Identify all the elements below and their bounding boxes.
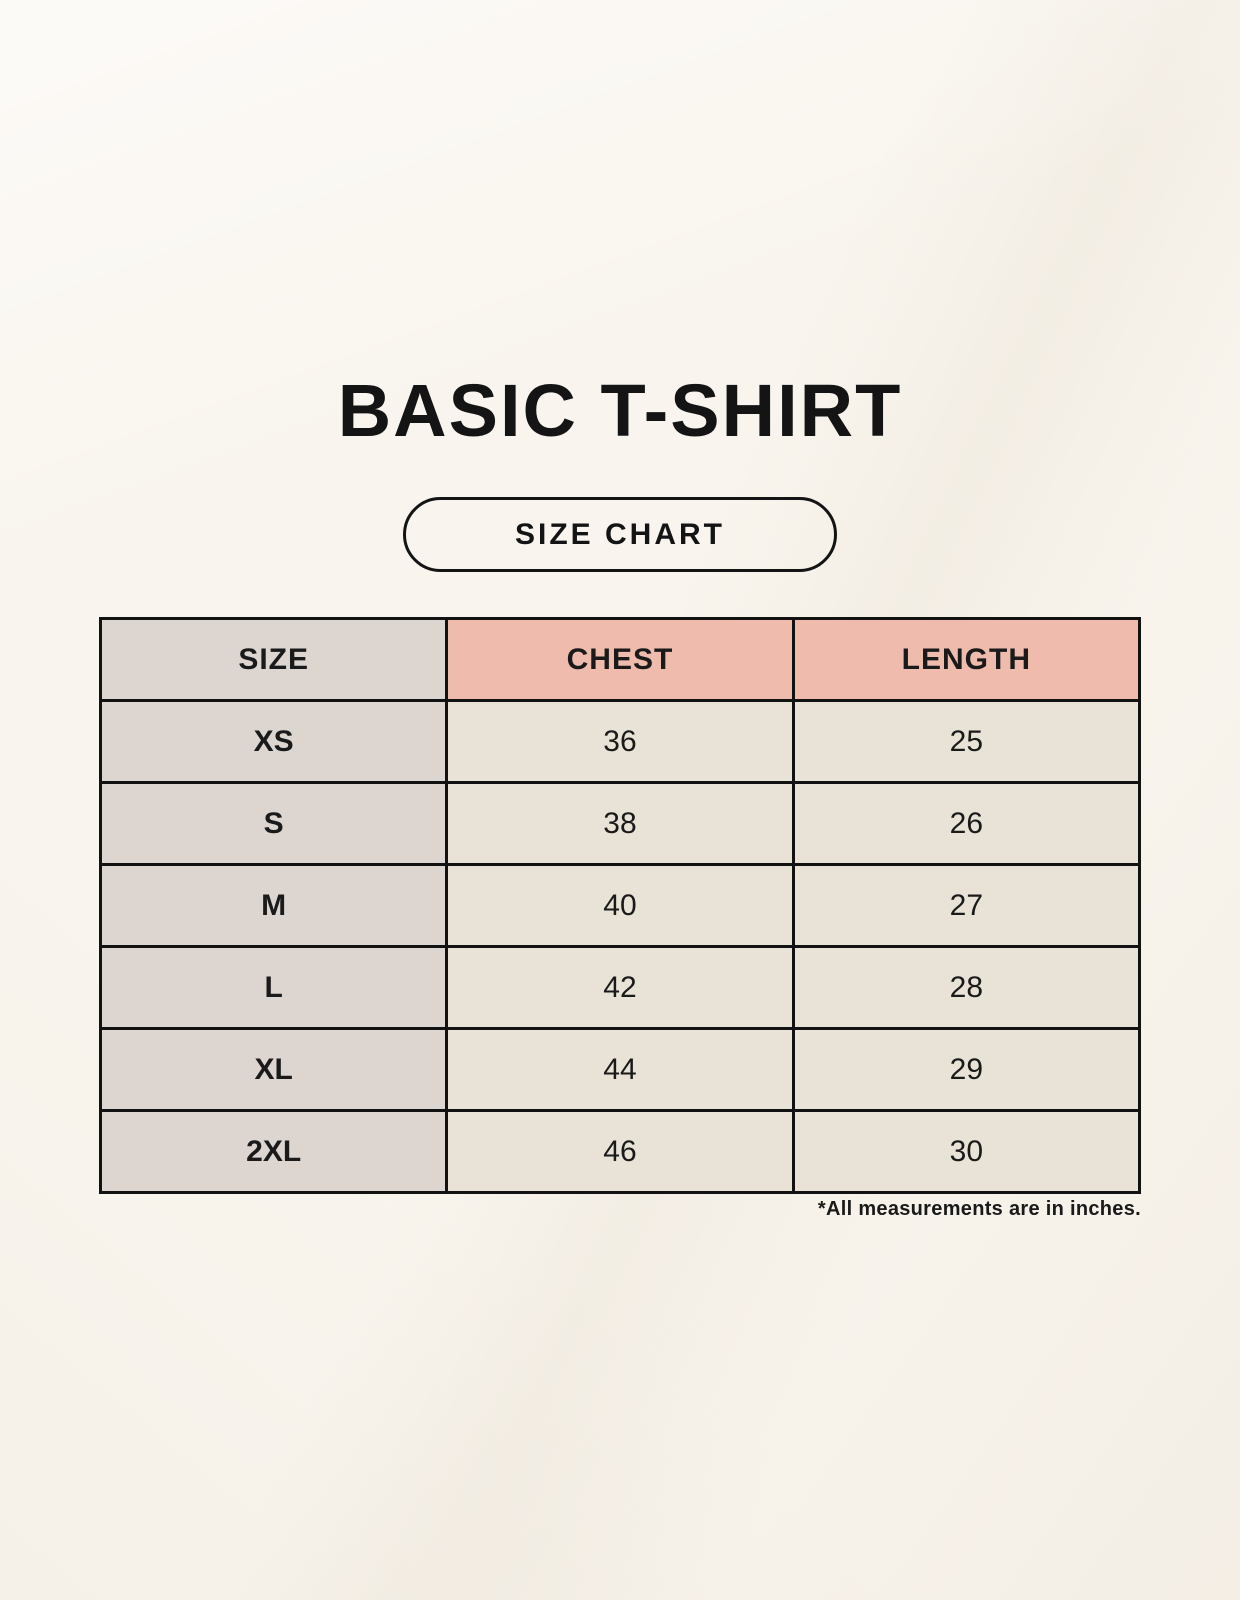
length-value: 26 <box>791 781 1142 866</box>
size-label: XL <box>98 1027 449 1112</box>
size-chart-badge: SIZE CHART <box>403 497 837 572</box>
column-header-length: LENGTH <box>791 617 1142 702</box>
table-row: S 38 26 <box>98 781 1142 866</box>
table-row: XS 36 25 <box>98 699 1142 784</box>
size-label: M <box>98 863 449 948</box>
length-value: 27 <box>791 863 1142 948</box>
length-value: 25 <box>791 699 1142 784</box>
chest-value: 38 <box>445 781 795 866</box>
size-label: XS <box>98 699 449 784</box>
chest-value: 36 <box>445 699 795 784</box>
table-row: XL 44 29 <box>98 1027 1142 1112</box>
table-row: 2XL 46 30 <box>98 1109 1142 1194</box>
chest-value: 40 <box>445 863 795 948</box>
size-label: 2XL <box>98 1109 449 1194</box>
size-chart-badge-label: SIZE CHART <box>515 517 725 551</box>
column-header-chest: CHEST <box>445 617 795 702</box>
size-label: S <box>98 781 449 866</box>
chest-value: 44 <box>445 1027 795 1112</box>
length-value: 29 <box>791 1027 1142 1112</box>
size-table: SIZE CHEST LENGTH XS 36 25 S 38 26 M 40 … <box>98 617 1142 1194</box>
table-header-row: SIZE CHEST LENGTH <box>98 617 1142 702</box>
measurements-note: *All measurements are in inches. <box>817 1198 1141 1220</box>
chest-value: 42 <box>445 945 795 1030</box>
length-value: 30 <box>791 1109 1142 1194</box>
length-value: 28 <box>791 945 1142 1030</box>
table-row: M 40 27 <box>98 863 1142 948</box>
chest-value: 46 <box>445 1109 795 1194</box>
product-title: BASIC T-SHIRT <box>337 369 903 452</box>
column-header-size: SIZE <box>98 617 449 702</box>
table-row: L 42 28 <box>98 945 1142 1030</box>
size-label: L <box>98 945 449 1030</box>
